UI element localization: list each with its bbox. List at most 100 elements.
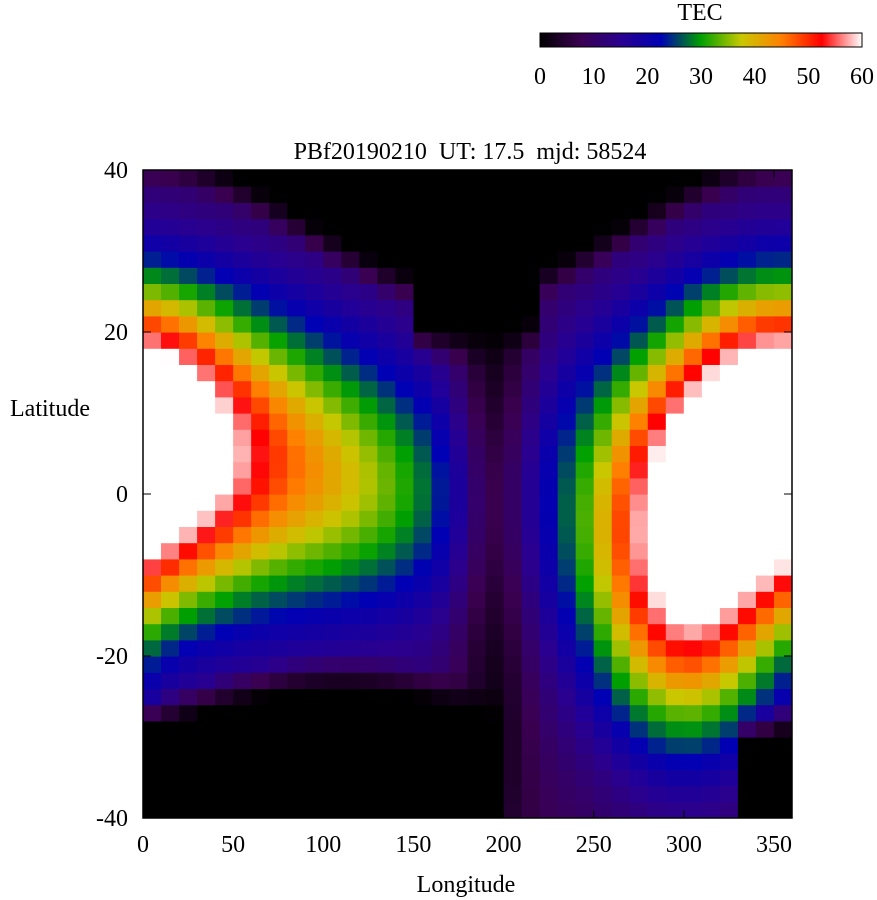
heatmap-cell (665, 445, 685, 463)
heatmap-cell (683, 299, 703, 317)
heatmap-cell (431, 656, 451, 673)
heatmap-cell (575, 656, 595, 673)
heatmap-cell (701, 688, 721, 706)
heatmap-cell (683, 267, 703, 284)
heatmap-cell (593, 202, 613, 220)
heatmap-cell (359, 234, 378, 252)
heatmap-cell (719, 607, 739, 625)
heatmap-cell (359, 607, 378, 625)
heatmap-cell (719, 251, 739, 268)
heatmap-cell (449, 234, 469, 252)
heatmap-cell (161, 413, 180, 430)
heatmap-cell (575, 396, 595, 414)
heatmap-cell (215, 234, 234, 252)
heatmap-cell (431, 769, 451, 787)
heatmap-cell (665, 218, 685, 236)
heatmap-cell (485, 429, 505, 446)
heatmap-cell (701, 623, 721, 641)
heatmap-cell (413, 202, 433, 220)
heatmap-cell (161, 477, 180, 495)
heatmap-cell (647, 542, 667, 560)
heatmap-cell (467, 267, 487, 284)
heatmap-cell (665, 542, 685, 560)
heatmap-cell (287, 477, 306, 495)
heatmap-cell (557, 234, 577, 252)
heatmap-cell (521, 785, 541, 803)
heatmap-cell (521, 542, 541, 560)
heatmap-cell (773, 542, 792, 560)
heatmap-cell (395, 769, 415, 787)
heatmap-cell (161, 299, 180, 317)
heatmap-cell (611, 267, 631, 284)
heatmap-cell (665, 170, 685, 187)
heatmap-cell (143, 413, 162, 430)
heatmap-cell (737, 170, 757, 187)
heatmap-cell (755, 753, 775, 770)
heatmap-cell (593, 688, 613, 706)
heatmap-cell (719, 364, 739, 382)
heatmap-cell (611, 785, 631, 803)
heatmap-cell (755, 413, 775, 430)
heatmap-cell (413, 218, 433, 236)
heatmap-cell (269, 801, 288, 818)
heatmap-cell (755, 299, 775, 317)
heatmap-cell (701, 753, 721, 770)
heatmap-cell (737, 380, 757, 398)
heatmap-cell (629, 218, 649, 236)
heatmap-cell (719, 656, 739, 673)
heatmap-cell (629, 315, 649, 333)
heatmap-cell (395, 672, 415, 689)
heatmap-cell (377, 202, 396, 220)
heatmap-cell (485, 575, 505, 592)
heatmap-cell (539, 639, 559, 657)
heatmap-cell (755, 737, 775, 754)
heatmap-cell (179, 186, 198, 203)
heatmap-cell (611, 170, 631, 187)
heatmap-cell (269, 769, 288, 787)
heatmap-cell (737, 494, 757, 511)
heatmap-cell (341, 510, 360, 527)
heatmap-cell (503, 542, 523, 560)
heatmap-cell (233, 542, 252, 560)
heatmap-cell (431, 639, 451, 657)
heatmap-cell (341, 769, 360, 787)
heatmap-cell (269, 170, 288, 187)
heatmap-cell (521, 332, 541, 349)
heatmap-cell (233, 558, 252, 576)
heatmap-cell (143, 704, 162, 722)
heatmap-cell (197, 299, 216, 317)
heatmap-cell (557, 558, 577, 576)
heatmap-cell (269, 753, 288, 770)
heatmap-cell (395, 575, 415, 592)
heatmap-cell (467, 639, 487, 657)
heatmap-cell (377, 186, 396, 203)
heatmap-cell (359, 575, 378, 592)
heatmap-cell (161, 396, 180, 414)
heatmap-cell (683, 704, 703, 722)
heatmap-cell (305, 348, 324, 365)
heatmap-cell (575, 575, 595, 592)
heatmap-cell (143, 688, 162, 706)
heatmap-cell (701, 785, 721, 803)
heatmap-cell (341, 461, 360, 479)
heatmap-cell (359, 315, 378, 333)
heatmap-cell (341, 413, 360, 430)
heatmap-cell (359, 494, 378, 511)
heatmap-cell (737, 413, 757, 430)
heatmap-cell (143, 315, 162, 333)
y-tick-label: 20 (104, 320, 128, 346)
heatmap-cell (737, 526, 757, 544)
heatmap-cell (575, 542, 595, 560)
heatmap-cell (539, 769, 559, 787)
heatmap-cell (557, 315, 577, 333)
heatmap-cell (449, 251, 469, 268)
heatmap-cell (431, 332, 451, 349)
heatmap-cell (359, 299, 378, 317)
heatmap-cell (233, 591, 252, 608)
heatmap-cell (521, 801, 541, 818)
heatmap-cell (467, 688, 487, 706)
heatmap-cell (233, 413, 252, 430)
heatmap-cell (413, 672, 433, 689)
heatmap-cell (503, 218, 523, 236)
heatmap-cell (467, 575, 487, 592)
